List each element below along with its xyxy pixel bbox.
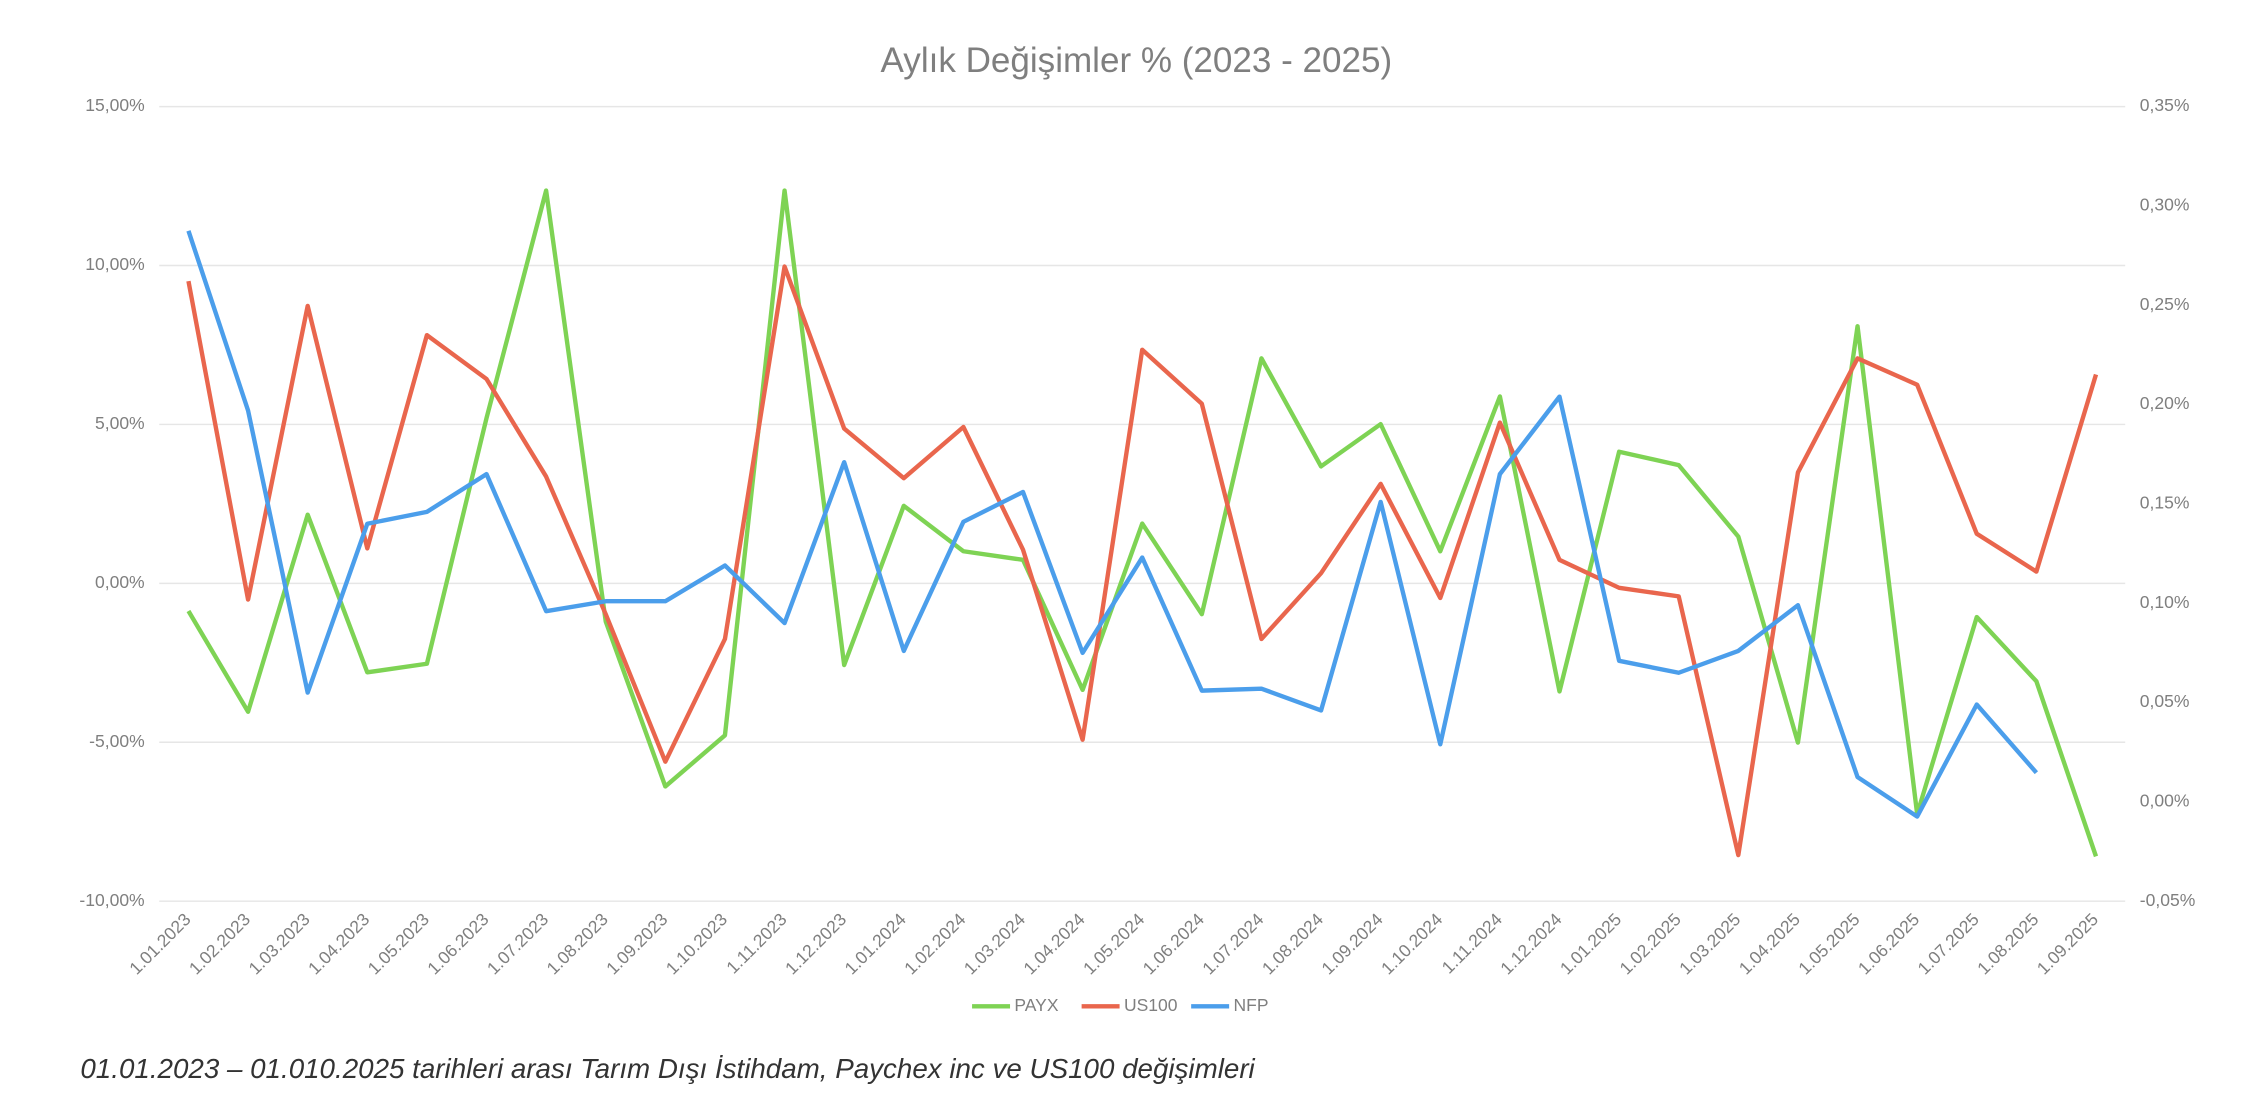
x-tick-label: 1.04.2023: [304, 909, 373, 978]
x-tick-label: 1.07.2025: [1914, 909, 1983, 978]
y-tick-label: -5,00%: [89, 731, 145, 751]
y-tick-label: 0,00%: [95, 572, 145, 592]
x-tick-label: 1.05.2023: [364, 909, 433, 978]
x-tick-label: 1.12.2024: [1496, 909, 1565, 978]
x-tick-label: 1.05.2024: [1079, 909, 1148, 978]
y2-tick-label: 0,20%: [2140, 393, 2190, 413]
x-tick-label: 1.06.2024: [1139, 909, 1208, 978]
x-tick-label: 1.07.2023: [483, 909, 552, 978]
line-series: [186, 188, 2099, 858]
x-tick-label: 1.08.2025: [1973, 909, 2042, 978]
legend-label: NFP: [1234, 995, 1269, 1015]
x-tick-label: 1.09.2025: [2033, 909, 2102, 978]
y2-tick-label: 0,15%: [2140, 493, 2190, 513]
x-tick-label: 1.06.2023: [423, 909, 492, 978]
x-tick-label: 1.02.2023: [185, 909, 254, 978]
x-tick-label: 1.04.2024: [1019, 909, 1088, 978]
x-tick-label: 1.03.2024: [960, 909, 1029, 978]
x-tick-label: 1.09.2024: [1318, 909, 1387, 978]
x-tick-label: 1.10.2024: [1377, 909, 1446, 978]
x-tick-label: 1.02.2024: [900, 909, 969, 978]
x-tick-label: 1.03.2025: [1675, 909, 1744, 978]
y2-tick-label: 0,30%: [2140, 195, 2190, 215]
y2-tick-label: 0,10%: [2140, 592, 2190, 612]
x-tick-label: 1.04.2025: [1735, 909, 1804, 978]
x-tick-label: 1.12.2023: [781, 909, 850, 978]
legend-label: US100: [1124, 995, 1178, 1015]
line-series: [186, 264, 2099, 858]
x-tick-label: 1.06.2025: [1854, 909, 1923, 978]
caption: 01.01.2023 – 01.010.2025 tarihleri arası…: [80, 1053, 1255, 1084]
y-tick-label: 10,00%: [85, 254, 144, 274]
y2-tick-label: 0,25%: [2140, 294, 2190, 314]
x-tick-label: 1.10.2023: [662, 909, 731, 978]
y2-tick-label: 0,35%: [2140, 95, 2190, 115]
chart-title: Aylık Değişimler % (2023 - 2025): [881, 41, 1393, 80]
y-tick-label: -10,00%: [79, 890, 144, 910]
legend-label: PAYX: [1014, 995, 1058, 1015]
x-tick-label: 1.11.2023: [722, 909, 790, 977]
x-tick-label: 1.08.2023: [543, 909, 612, 978]
y-tick-label: 5,00%: [95, 413, 145, 433]
x-tick-label: 1.05.2025: [1794, 909, 1863, 978]
y2-tick-label: 0,00%: [2140, 790, 2190, 810]
x-tick-label: 1.03.2023: [245, 909, 314, 978]
x-tick-label: 1.01.2023: [125, 909, 194, 978]
x-tick-label: 1.09.2023: [602, 909, 671, 978]
y-tick-label: 15,00%: [85, 95, 144, 115]
line-series: [186, 230, 2039, 819]
x-tick-label: 1.07.2024: [1198, 909, 1267, 978]
x-tick-label: 1.01.2024: [841, 909, 910, 978]
x-tick-label: 1.01.2025: [1556, 909, 1625, 978]
x-tick-label: 1.08.2024: [1258, 909, 1327, 978]
x-tick-label: 1.02.2025: [1616, 909, 1685, 978]
x-tick-label: 1.11.2024: [1438, 909, 1507, 978]
y2-tick-label: 0,05%: [2140, 691, 2190, 711]
y2-tick-label: -0,05%: [2140, 890, 2196, 910]
